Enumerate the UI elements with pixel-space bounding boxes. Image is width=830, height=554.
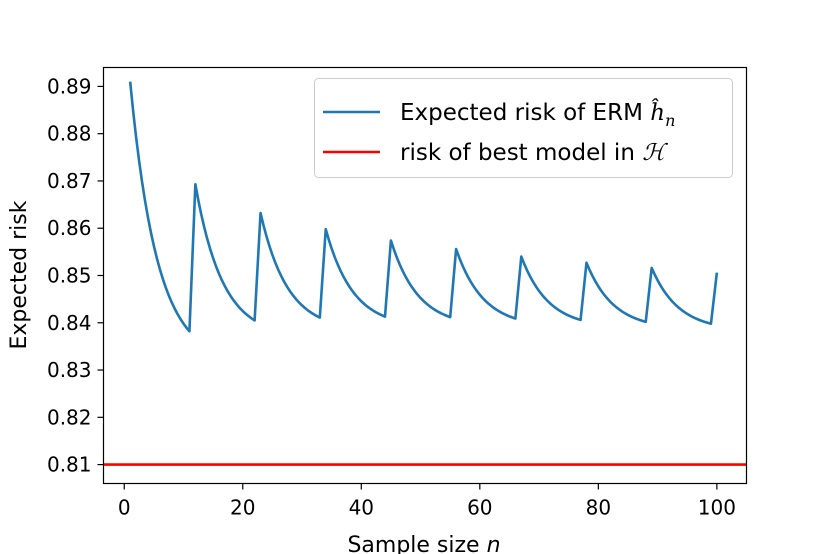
y-tick-label: 0.85 [47,264,92,288]
x-tick-label: 60 [467,496,492,520]
x-axis-label-var: n [487,533,501,554]
legend-label-erm-subscript: n [665,111,675,130]
legend-label-erm-math: ĥ [650,99,665,126]
y-tick-label: 0.84 [47,311,92,335]
y-tick-label: 0.81 [47,453,92,477]
x-tick-label: 40 [349,496,374,520]
y-axis-label: Expected risk [7,200,32,349]
y-tick-label: 0.82 [47,405,92,429]
x-axis-ticks: 0 20 40 60 80 100 [118,483,736,520]
legend-label-best-model: risk of best model in ℋ [400,140,668,166]
x-tick-label: 20 [230,496,255,520]
legend-label-erm: Expected risk of ERM ĥn [400,99,675,130]
y-axis-ticks: 0.81 0.82 0.83 0.84 0.85 0.86 0.87 0.88 0.89 [47,74,104,477]
legend-label-best-model-text: risk of best model in [400,140,635,166]
x-tick-label: 80 [586,496,611,520]
x-tick-label: 0 [118,496,131,520]
legend-box [314,78,733,178]
legend: Expected risk of ERM ĥn risk of best mod… [314,78,733,178]
legend-label-best-model-math: ℋ [642,140,668,166]
erm-risk-line [128,81,719,333]
y-tick-label: 0.87 [47,169,92,193]
y-tick-label: 0.83 [47,358,92,382]
x-axis-label: Sample size n [347,533,500,554]
y-tick-label: 0.88 [47,122,92,146]
legend-label-erm-text: Expected risk of ERM [400,100,643,126]
y-tick-label: 0.86 [47,216,92,240]
y-tick-label: 0.89 [47,74,92,98]
x-axis-label-text: Sample size [347,533,479,554]
x-tick-label: 100 [698,496,736,520]
